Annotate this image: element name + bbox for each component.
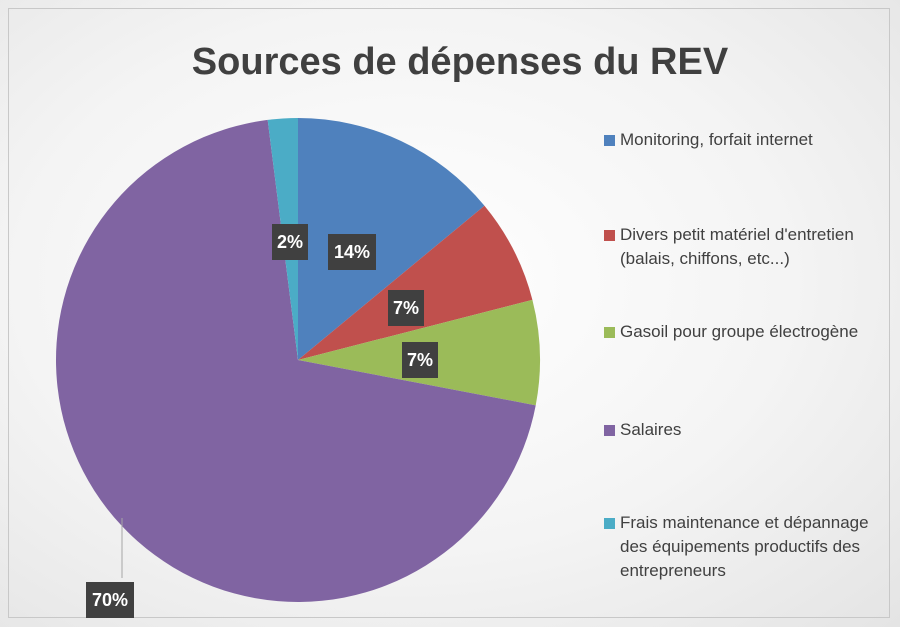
chart-title: Sources de dépenses du REV — [192, 41, 729, 83]
legend-label: Gasoil pour groupe électrogène — [620, 322, 859, 341]
data-label-text: 70% — [92, 590, 128, 610]
data-label: 14% — [328, 234, 376, 270]
data-label-box — [272, 224, 308, 260]
legend-swatch — [604, 425, 615, 436]
chart-frame — [8, 8, 890, 618]
legend-item: Frais maintenance et dépannage des équip… — [600, 511, 890, 583]
data-label: 7% — [388, 290, 424, 326]
legend-label: Divers petit matériel d'entretien (balai… — [620, 225, 854, 268]
pie-slice — [298, 205, 533, 360]
data-label-box — [328, 234, 376, 270]
data-label-text: 7% — [407, 350, 433, 370]
legend-label: Salaires — [620, 420, 682, 439]
data-label: 2% — [272, 224, 308, 260]
data-label: 7% — [402, 342, 438, 378]
pie-slice — [55, 119, 536, 603]
data-label-box — [86, 582, 134, 618]
legend-swatch — [604, 230, 615, 241]
data-label-box — [402, 342, 438, 378]
data-label-box — [388, 290, 424, 326]
data-label-text: 2% — [277, 232, 303, 252]
legend-swatch — [604, 135, 615, 146]
legend-label: Monitoring, forfait internet — [620, 130, 813, 149]
legend-swatch — [604, 518, 615, 529]
data-label-text: 7% — [393, 298, 419, 318]
pie-slice — [298, 118, 485, 360]
legend-swatch — [604, 327, 615, 338]
data-label-text: 14% — [334, 242, 370, 262]
legend-item: Divers petit matériel d'entretien (balai… — [600, 223, 890, 271]
legend-item: Monitoring, forfait internet — [600, 128, 890, 152]
legend-label: Frais maintenance et dépannage des équip… — [620, 513, 869, 580]
legend-item: Salaires — [600, 418, 890, 442]
data-label: 70% — [86, 582, 134, 618]
legend-item: Gasoil pour groupe électrogène — [600, 320, 890, 344]
